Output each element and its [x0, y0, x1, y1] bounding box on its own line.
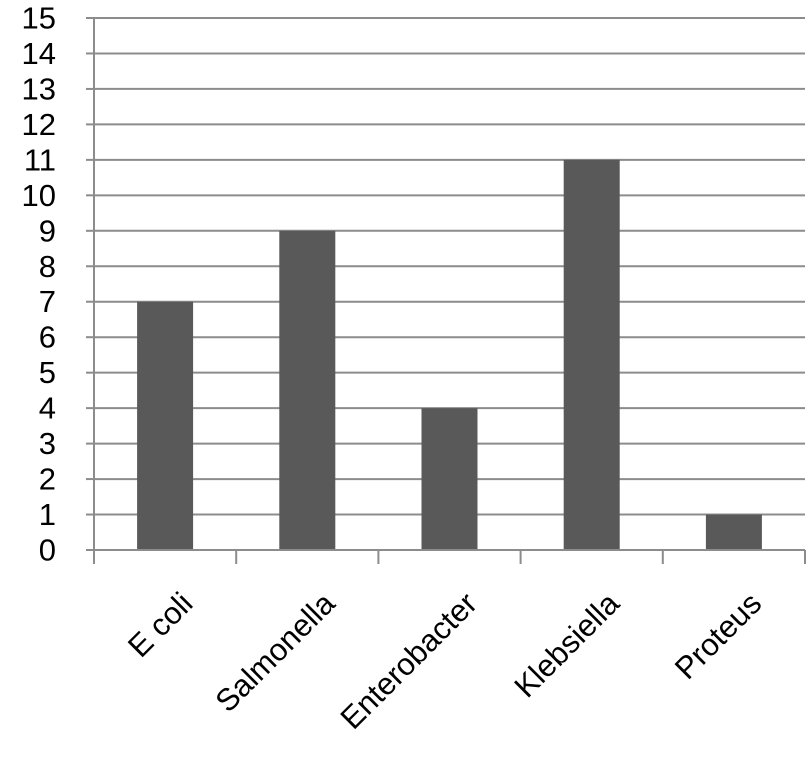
y-tick-label: 8 [39, 249, 56, 284]
y-tick-label: 10 [22, 178, 56, 213]
y-tick-label: 3 [39, 426, 56, 461]
category-label: Proteus [668, 586, 768, 686]
y-tick-label: 6 [39, 320, 56, 355]
y-tick-label: 7 [39, 284, 56, 319]
y-tick-label: 14 [22, 36, 56, 71]
gridlines [94, 17, 805, 516]
y-tick-label: 11 [24, 142, 56, 177]
axes [93, 18, 805, 551]
y-tick-label: 2 [39, 462, 56, 497]
bar-enterobacter [421, 408, 478, 550]
bar-e-coli [137, 301, 194, 550]
bar-salmonella [279, 230, 336, 551]
category-label: Klebsiella [507, 585, 626, 704]
bar-klebsiella [563, 159, 620, 550]
y-tick-label: 9 [39, 213, 56, 248]
y-tick-label: 13 [22, 71, 56, 106]
y-tick-label: 15 [22, 1, 56, 36]
y-tick-label: 0 [39, 533, 56, 568]
y-tick-label: 4 [39, 391, 56, 426]
category-label: E coli [121, 586, 199, 664]
y-tick-label: 12 [22, 107, 56, 142]
bar-proteus [705, 514, 762, 550]
bars [137, 159, 762, 551]
x-tick-marks [93, 550, 806, 564]
y-tick-label: 5 [39, 355, 56, 390]
y-tick-label: 1 [39, 497, 56, 532]
category-label: Salmonella [208, 585, 342, 719]
category-label: Enterobacter [334, 586, 484, 736]
